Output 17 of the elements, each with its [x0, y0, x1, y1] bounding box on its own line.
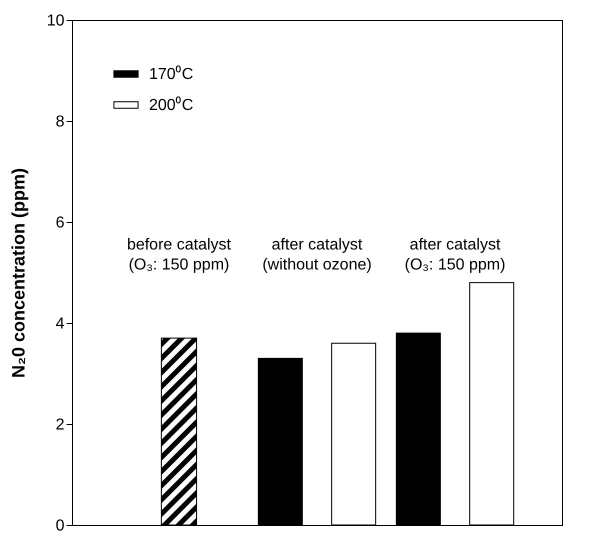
y-tick-label: 8 [56, 114, 65, 130]
bar [469, 282, 514, 526]
bar [331, 342, 376, 526]
x-tick-label: after catalyst (O₃: 150 ppm) [404, 236, 506, 274]
bar [258, 358, 303, 526]
y-tick-label: 0 [56, 518, 65, 534]
legend-label: 170⁰C [149, 65, 194, 83]
y-tick-label: 6 [56, 214, 65, 232]
y-axis-title: N₂0 concentration (ppm) [8, 168, 29, 378]
legend-label: 200⁰C [149, 96, 194, 114]
y-tick-label: 4 [56, 316, 65, 332]
y-tick-label: 10 [46, 12, 65, 30]
x-tick-label: before catalyst (O₃: 150 ppm) [126, 236, 232, 274]
x-tick-label: after catalyst (without ozone) [262, 236, 372, 274]
bar [396, 332, 441, 526]
bar [160, 338, 198, 526]
y-tick-label: 2 [56, 416, 65, 434]
